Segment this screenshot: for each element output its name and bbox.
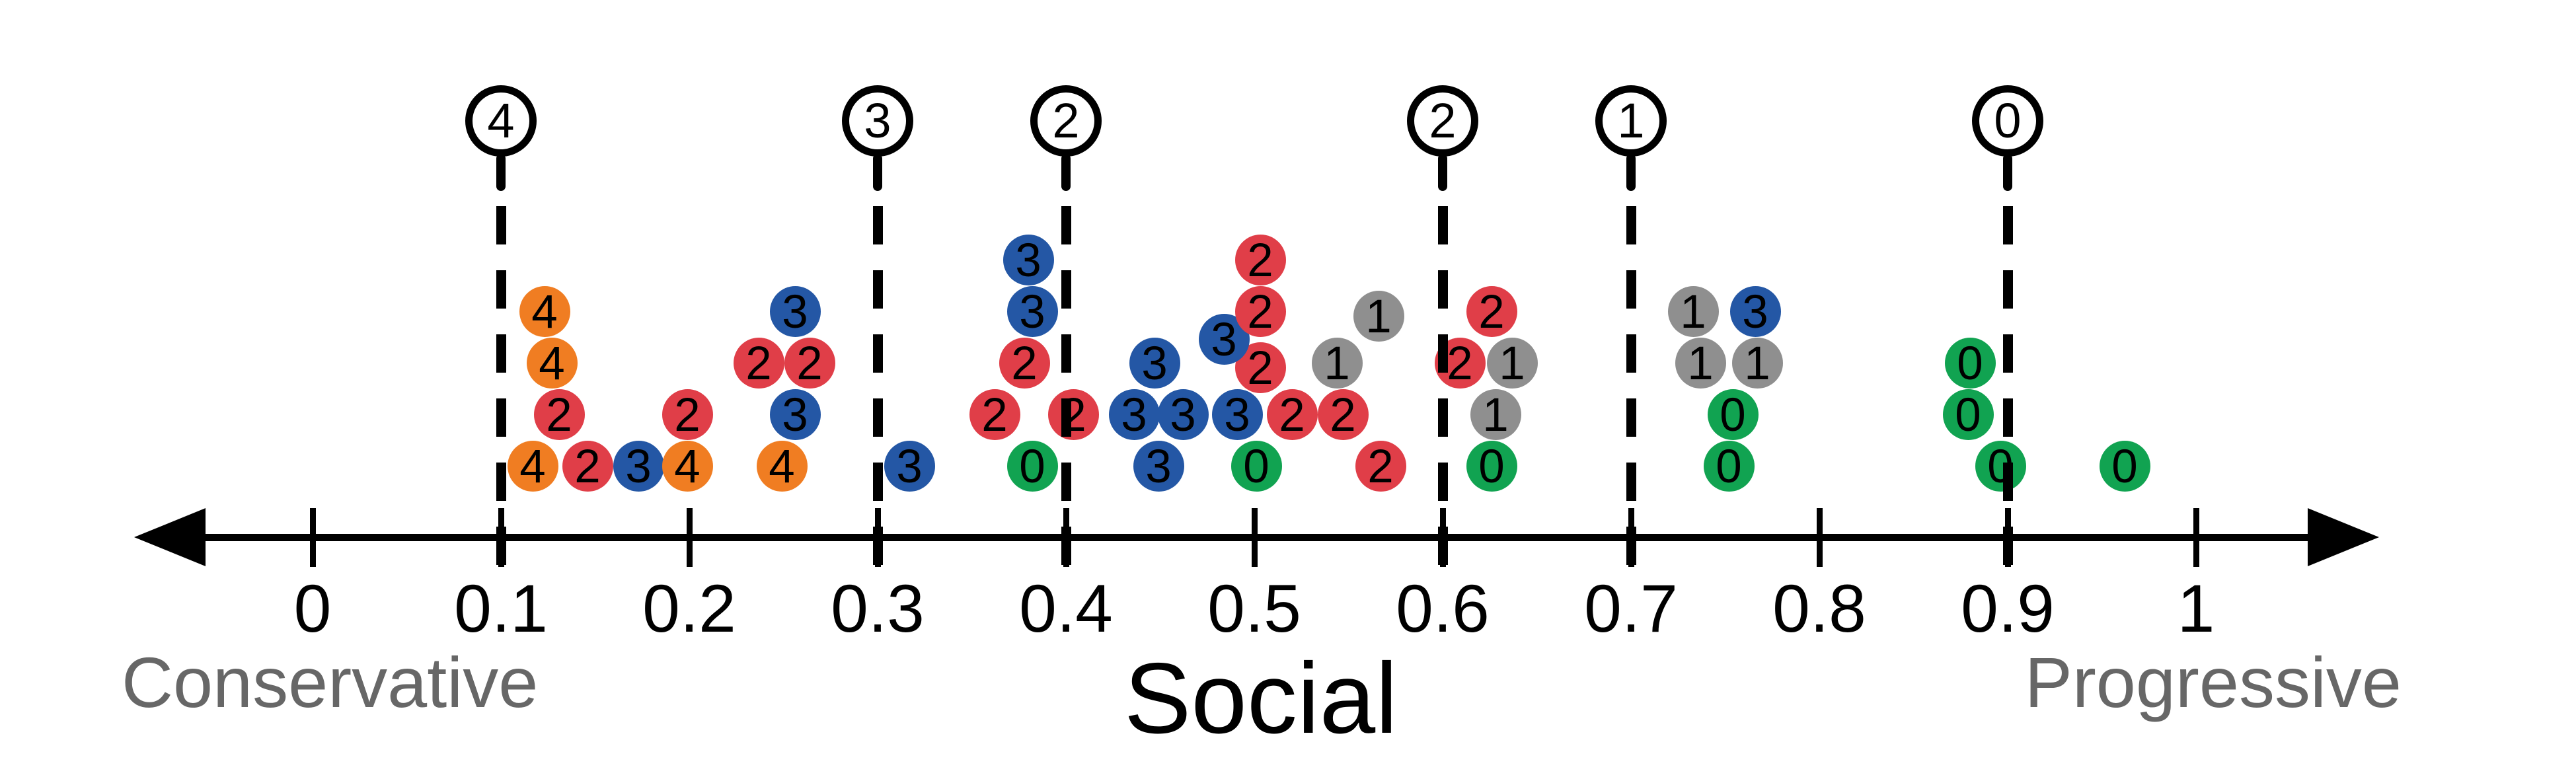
data-dot: 2 (1466, 285, 1517, 338)
cluster-dashed-line (1061, 206, 1071, 567)
data-dot: 4 (507, 440, 558, 493)
data-dot: 2 (533, 389, 585, 441)
axis-tick-label: 0.6 (1396, 571, 1490, 646)
data-dot: 2 (1234, 234, 1286, 287)
data-dot: 3 (1133, 440, 1184, 493)
axis-tick-label: 0.4 (1019, 571, 1113, 646)
data-dot: 2 (999, 337, 1050, 390)
cluster-count-marker: 3 (842, 85, 913, 157)
cluster-marker-stem (1438, 154, 1447, 191)
data-dot: 3 (1108, 389, 1160, 441)
cluster-dashed-line (873, 206, 883, 567)
axis-label-conservative: Conservative (122, 642, 539, 722)
data-dot: 4 (662, 440, 713, 493)
cluster-marker-stem (1626, 154, 1636, 191)
axis-tick-label: 0 (293, 571, 332, 646)
axis-arrow-left-icon (134, 508, 206, 566)
data-dot: 2 (1317, 389, 1369, 441)
data-dot: 4 (519, 285, 570, 338)
data-dot: 3 (1211, 389, 1263, 441)
data-dot: 1 (1486, 337, 1538, 390)
data-dot: 0 (1944, 337, 1996, 390)
data-dot: 3 (1729, 285, 1781, 338)
axis-title-social: Social (1124, 642, 1398, 755)
axis-tick (1252, 508, 1258, 567)
axis-tick-label: 0.1 (454, 571, 548, 646)
cluster-count-marker: 4 (465, 85, 537, 157)
data-dot: 2 (1266, 389, 1318, 441)
data-dot: 2 (1047, 389, 1099, 441)
data-dot: 3 (613, 440, 664, 493)
axis-tick-label: 0.9 (1961, 571, 2055, 646)
data-dot: 0 (1466, 440, 1517, 493)
axis-tick-label: 0.8 (1772, 571, 1866, 646)
data-dot: 1 (1311, 337, 1363, 390)
data-dot: 2 (662, 389, 713, 441)
data-dot: 2 (1355, 440, 1406, 493)
data-dot: 2 (969, 389, 1020, 441)
cluster-dashed-line (496, 206, 506, 567)
data-dot: 1 (1470, 389, 1521, 441)
data-dot: 0 (1703, 440, 1755, 493)
data-dot: 0 (1975, 440, 2026, 493)
data-dot: 0 (1942, 389, 1994, 441)
data-dot: 2 (562, 440, 613, 493)
cluster-marker-stem (873, 154, 882, 191)
axis-tick-label: 0.3 (831, 571, 925, 646)
axis-label-progressive: Progressive (2024, 642, 2402, 722)
data-dot: 3 (1129, 337, 1180, 390)
data-dot: 4 (756, 440, 808, 493)
data-dot: 2 (1234, 285, 1286, 338)
data-dot: 3 (1006, 285, 1058, 338)
cluster-count-marker: 1 (1595, 85, 1667, 157)
data-dot: 4 (526, 337, 578, 390)
axis-tick-label: 0.2 (642, 571, 736, 646)
axis-arrow-right-icon (2308, 508, 2379, 566)
cluster-marker-stem (2003, 154, 2012, 191)
data-dot: 1 (1353, 291, 1404, 343)
data-dot: 3 (1003, 234, 1054, 287)
data-dot: 3 (769, 285, 821, 338)
axis-tick-label: 0.7 (1584, 571, 1678, 646)
data-dot: 0 (1231, 440, 1282, 493)
data-dot: 0 (1707, 389, 1759, 441)
axis-tick-label: 1 (2177, 571, 2215, 646)
data-dot: 1 (1731, 337, 1783, 390)
data-dot: 3 (1157, 389, 1209, 441)
data-dot: 0 (2099, 440, 2150, 493)
cluster-dashed-line (1438, 206, 1448, 567)
axis-tick (1817, 508, 1823, 567)
data-dot: 1 (1675, 337, 1726, 390)
cluster-dashed-line (2003, 206, 2013, 567)
data-dot: 3 (769, 389, 821, 441)
data-dot: 0 (1006, 440, 1058, 493)
cluster-marker-stem (1061, 154, 1071, 191)
data-dot: 2 (784, 337, 835, 390)
cluster-count-marker: 2 (1407, 85, 1478, 157)
data-dot: 2 (733, 337, 784, 390)
axis-tick (687, 508, 693, 567)
cluster-count-marker: 0 (1972, 85, 2043, 157)
data-dot: 1 (1667, 285, 1719, 338)
cluster-count-marker: 2 (1030, 85, 1102, 157)
cluster-marker-stem (496, 154, 506, 191)
cluster-dashed-line (1626, 206, 1636, 567)
data-dot: 3 (884, 440, 935, 493)
axis-tick-label: 0.5 (1207, 571, 1301, 646)
axis-tick (2193, 508, 2199, 567)
axis-tick (310, 508, 316, 567)
